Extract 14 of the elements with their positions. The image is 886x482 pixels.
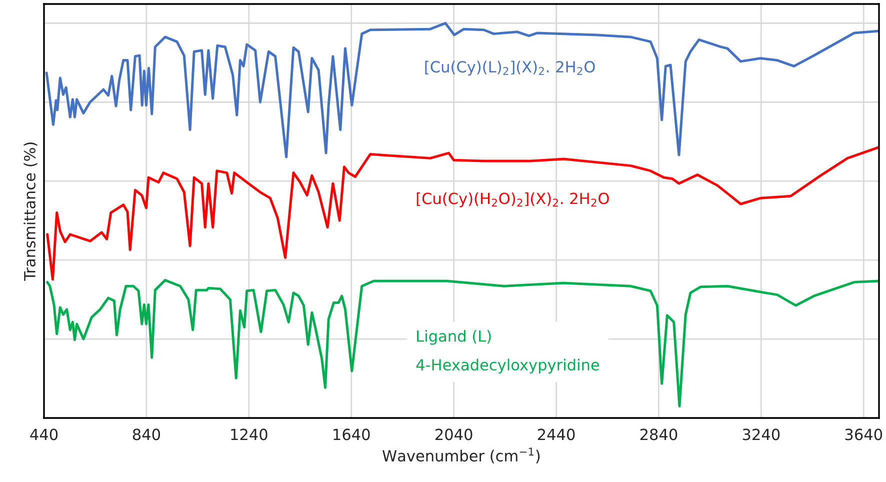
x-tick-label: 3640 [845,428,882,440]
x-tick-label: 2840 [640,428,678,440]
series-label: [Cu(Cy)(L)$_{2}$](X)$_{2}$. 2H$_{2}$O [425,60,595,76]
x-tick-label: 2040 [435,428,472,440]
text: [Cu(Cy)(H$_{2}$O)$_{2}$](X)$_{2}$. 2H$_{2}$O [416,192,609,208]
x-tick-label: 3240 [742,428,780,440]
x-tick-label: 1240 [231,428,268,440]
x-tick-label: 840 [132,428,160,440]
x-axis-title: Wavenumber (cm$^{−1}$) [382,448,540,464]
y-axis-title: Transmittance (%) [24,142,38,281]
text: Ligand (L) 4-Hexadecyloxypyridine [416,330,600,374]
x-tick-label: 2440 [538,428,575,440]
x-tick-label: 440 [30,428,58,440]
x-tick-label: 1640 [334,428,370,440]
